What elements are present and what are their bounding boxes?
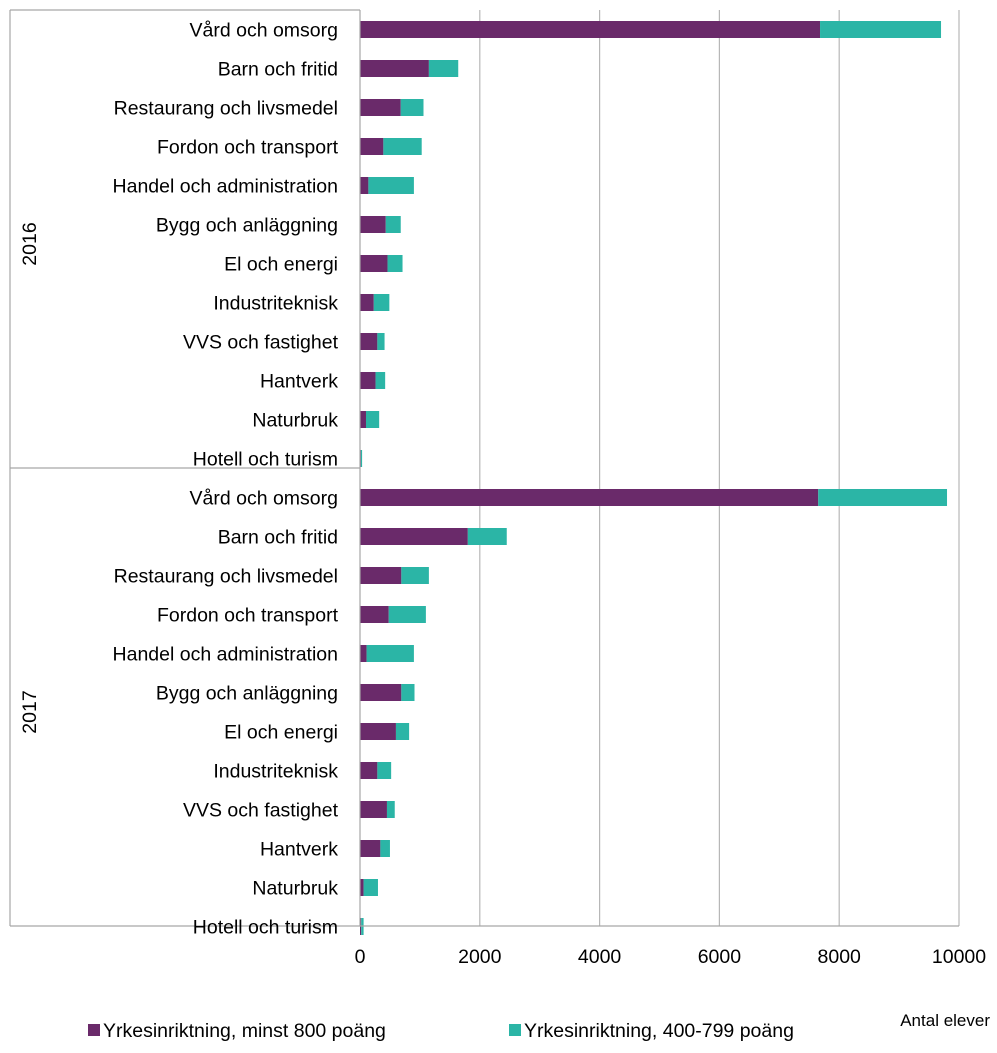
category-label: Hotell och turism	[193, 449, 338, 471]
bar-segment	[373, 294, 390, 311]
category-label: Bygg och anläggning	[156, 683, 338, 705]
bar-segment	[360, 255, 388, 272]
category-label: El och energi	[224, 722, 338, 744]
bar-segment	[360, 411, 366, 428]
bar-segment	[375, 372, 386, 389]
bar-segment	[360, 333, 378, 350]
category-label: Industriteknisk	[213, 293, 338, 315]
bar-segment	[395, 723, 410, 740]
gridlines	[479, 10, 960, 926]
group-labels: 2016 2017	[19, 222, 41, 733]
category-label: Hantverk	[260, 839, 338, 861]
category-labels: Vård och omsorg Barn och fritid Restaurang…	[113, 20, 339, 939]
bar-segment	[360, 372, 376, 389]
group-label: 2016	[19, 222, 41, 265]
bar-segment	[360, 138, 384, 155]
bar-segment	[467, 528, 507, 545]
bar-segment	[428, 60, 459, 77]
category-label: Barn och fritid	[218, 59, 338, 81]
category-label: VVS och fastighet	[183, 800, 339, 822]
category-label: Hotell och turism	[193, 917, 338, 939]
bar-segment	[360, 294, 374, 311]
group-label: 2017	[19, 690, 41, 733]
legend-swatch	[88, 1024, 100, 1036]
category-label: Naturbruk	[252, 410, 338, 432]
bar-segment	[360, 762, 378, 779]
category-label: Restaurang och livsmedel	[114, 98, 338, 120]
category-label: Bygg och anläggning	[156, 215, 338, 237]
category-label: Restaurang och livsmedel	[114, 566, 338, 588]
bar-segment	[377, 333, 385, 350]
x-axis-label: Antal elever	[900, 1011, 990, 1030]
category-label: Handel och administration	[113, 176, 338, 198]
category-label: Fordon och transport	[157, 137, 339, 159]
bar-segment	[366, 645, 414, 662]
bar-segment	[360, 606, 389, 623]
category-label: Vård och omsorg	[190, 20, 339, 42]
bar-segment	[360, 60, 429, 77]
legend-label: Yrkesinriktning, 400-799 poäng	[524, 1020, 794, 1042]
bar-segment	[360, 645, 367, 662]
bar-segment	[360, 177, 369, 194]
x-tick-label: 4000	[578, 946, 622, 968]
bar-segment	[360, 489, 819, 506]
bar-segment	[388, 606, 426, 623]
bar-segment	[377, 762, 392, 779]
category-label: El och energi	[224, 254, 338, 276]
category-label: Fordon och transport	[157, 605, 339, 627]
bar-segment	[400, 99, 424, 116]
category-label: Vård och omsorg	[190, 488, 339, 510]
legend: Yrkesinriktning, minst 800 poäng Yrkesinr…	[88, 1020, 794, 1042]
x-tick-label: 8000	[818, 946, 862, 968]
bar-segment	[401, 684, 415, 701]
category-label: Handel och administration	[113, 644, 338, 666]
bar-segment	[360, 567, 402, 584]
bar-segment	[360, 21, 821, 38]
bar-segment	[820, 21, 942, 38]
bar-segment	[360, 528, 468, 545]
bar-segment	[365, 411, 380, 428]
x-tick-labels: 0 2000 4000 6000 8000 10000	[355, 946, 987, 968]
bar-segment	[386, 801, 395, 818]
bar-segment	[360, 840, 381, 857]
x-tick-label: 6000	[698, 946, 742, 968]
bar-segment	[360, 684, 402, 701]
bar-segment	[360, 723, 396, 740]
legend-swatch	[509, 1024, 521, 1036]
axes	[9, 9, 959, 927]
bar-segment	[387, 255, 403, 272]
bar-segment	[360, 450, 363, 467]
bar-segment	[360, 99, 401, 116]
category-label: Barn och fritid	[218, 527, 338, 549]
bar-segment	[360, 801, 387, 818]
bar-segment	[818, 489, 948, 506]
category-label: Naturbruk	[252, 878, 338, 900]
category-label: Industriteknisk	[213, 761, 338, 783]
bar-segment	[383, 138, 422, 155]
bar-segment	[401, 567, 429, 584]
bar-segment	[380, 840, 390, 857]
x-tick-label: 10000	[932, 946, 986, 968]
bars	[360, 21, 948, 935]
legend-label: Yrkesinriktning, minst 800 poäng	[103, 1020, 386, 1042]
category-label: Hantverk	[260, 371, 338, 393]
bar-segment	[360, 879, 364, 896]
bar-segment	[368, 177, 414, 194]
bar-segment	[360, 216, 386, 233]
x-tick-label: 2000	[458, 946, 502, 968]
x-tick-label: 0	[355, 946, 366, 968]
category-label: VVS och fastighet	[183, 332, 339, 354]
bar-segment	[385, 216, 401, 233]
bar-segment	[363, 879, 378, 896]
